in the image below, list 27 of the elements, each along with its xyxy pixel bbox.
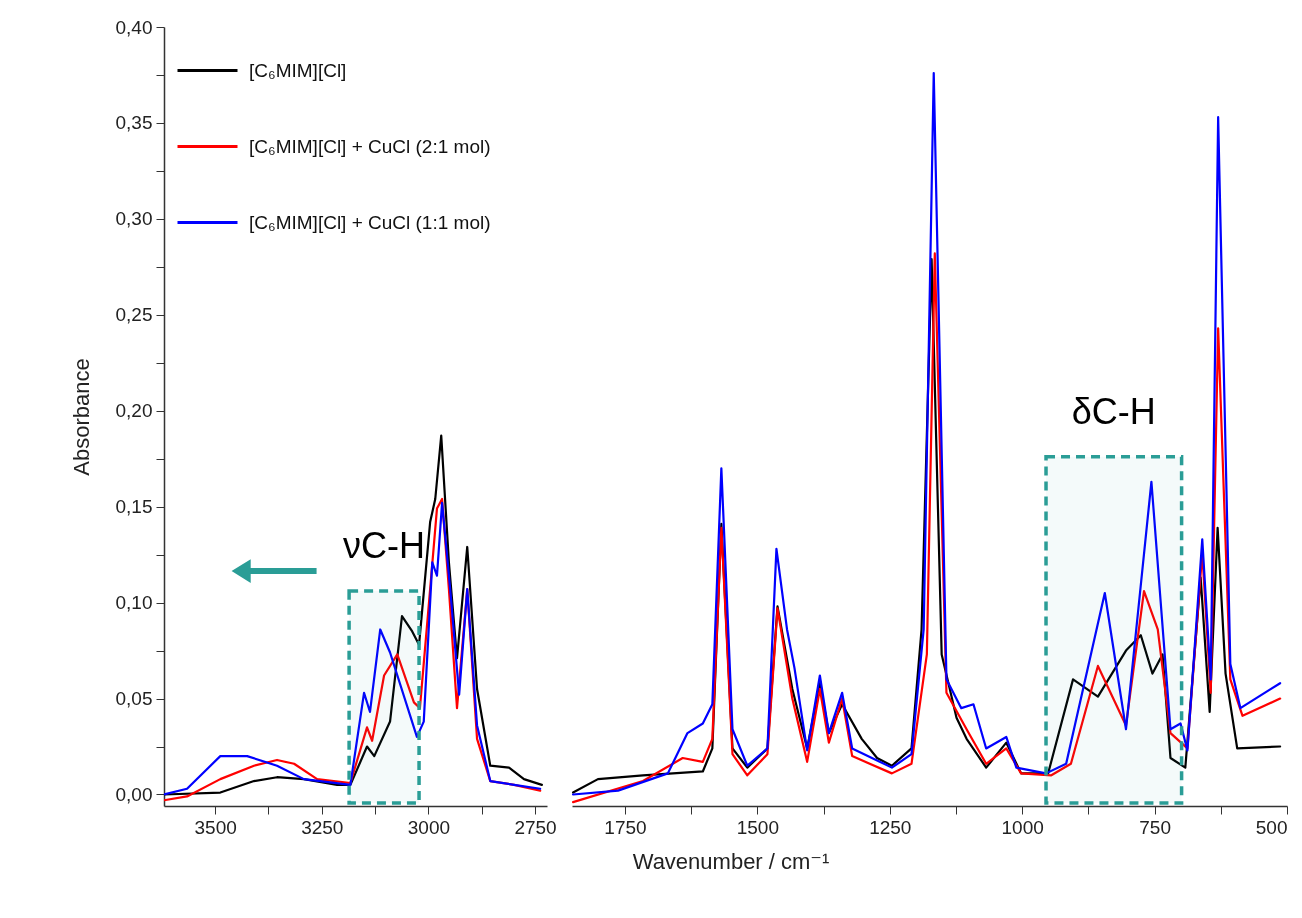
x-tick-label: 1250: [869, 816, 912, 838]
y-tick-label: 0,10: [115, 592, 153, 614]
x-tick-label: 1000: [1001, 816, 1044, 838]
legend-label: [C₆MIM][Cl] + CuCl (1:1 mol): [249, 211, 491, 233]
legend-label: [C₆MIM][Cl] + CuCl (2:1 mol): [249, 135, 491, 157]
band-label: δC-H: [1071, 390, 1156, 432]
x-tick-label: 1750: [604, 816, 647, 838]
x-tick-label: 3000: [407, 816, 451, 838]
x-tick-label: 750: [1139, 816, 1171, 838]
band-label: νC-H: [343, 525, 426, 567]
x-tick-label: 500: [1255, 816, 1288, 838]
y-axis-title: Absorbance: [68, 358, 94, 476]
y-tick-label: 0,00: [115, 783, 153, 805]
y-tick-label: 0,30: [115, 208, 153, 230]
x-axis-title: Wavenumber / cm⁻¹: [632, 848, 830, 874]
x-tick-label: 3250: [301, 816, 344, 838]
y-tick-label: 0,20: [115, 400, 153, 422]
line-series: [164, 434, 543, 796]
y-tick-label: 0,35: [115, 112, 153, 134]
x-tick-label: 1500: [736, 816, 780, 838]
x-tick-label: 3500: [194, 816, 237, 838]
y-tick-label: 0,25: [115, 304, 153, 326]
y-tick-label: 0,15: [115, 496, 153, 518]
y-tick-label: 0,05: [115, 688, 153, 710]
x-tick-label: 2750: [514, 816, 557, 838]
y-tick-label: 0,40: [115, 16, 153, 38]
legend-label: [C₆MIM][Cl]: [249, 59, 347, 81]
